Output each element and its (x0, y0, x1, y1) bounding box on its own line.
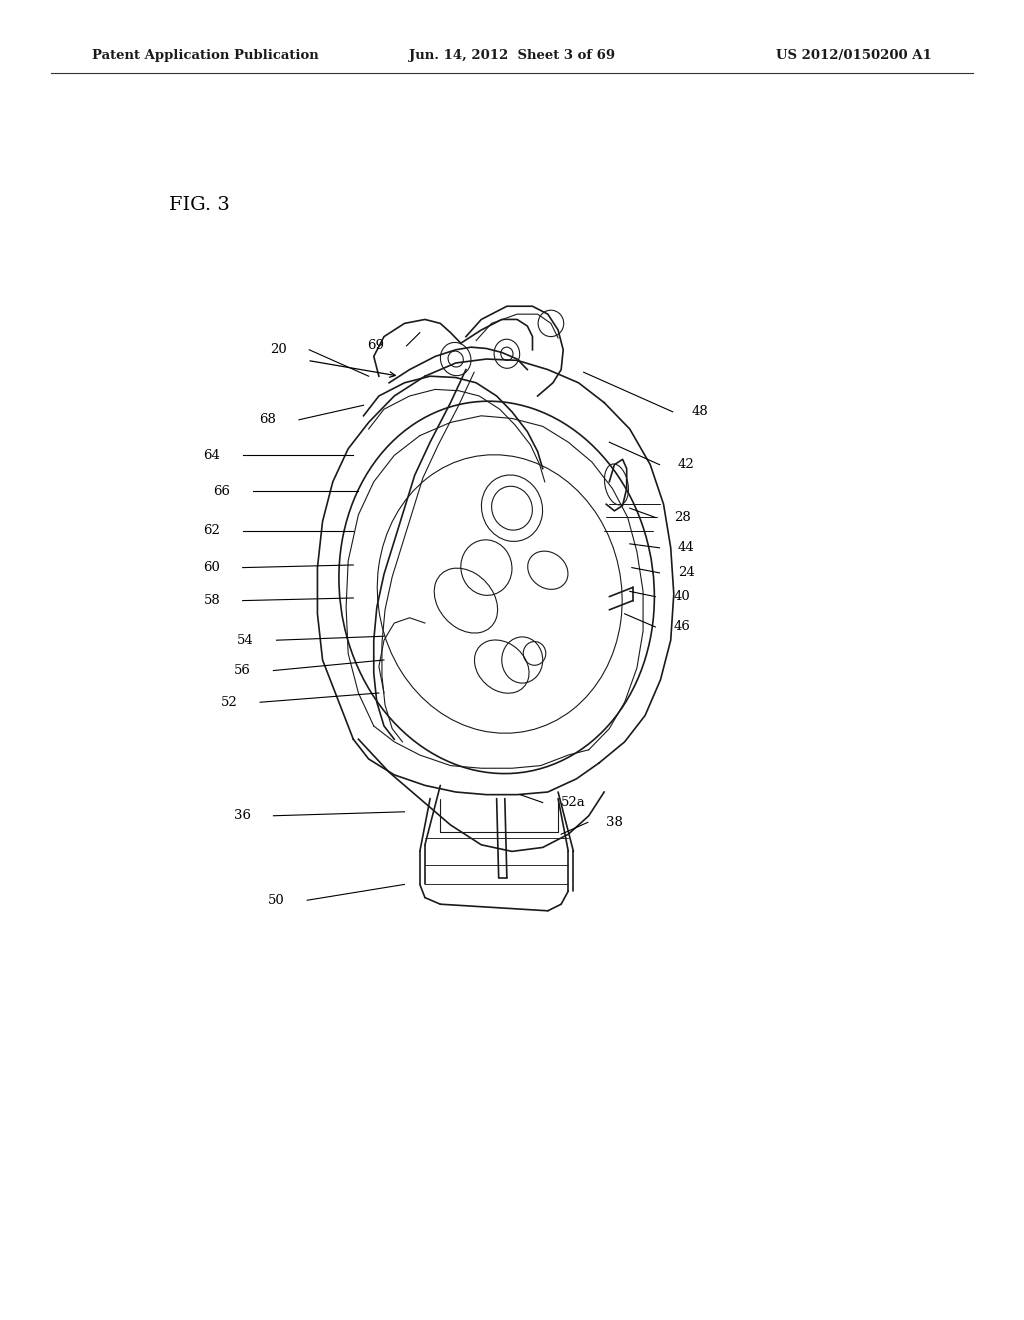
Text: 40: 40 (674, 590, 690, 603)
Text: 42: 42 (678, 458, 694, 471)
Text: 69: 69 (367, 339, 384, 352)
Text: 36: 36 (233, 809, 251, 822)
Text: 58: 58 (204, 594, 220, 607)
Text: 56: 56 (234, 664, 251, 677)
Text: 48: 48 (691, 405, 708, 418)
Text: Jun. 14, 2012  Sheet 3 of 69: Jun. 14, 2012 Sheet 3 of 69 (409, 49, 615, 62)
Text: 52: 52 (221, 696, 238, 709)
Text: 62: 62 (204, 524, 220, 537)
Text: 60: 60 (204, 561, 220, 574)
Text: 46: 46 (674, 620, 690, 634)
Text: US 2012/0150200 A1: US 2012/0150200 A1 (776, 49, 932, 62)
Text: 50: 50 (268, 894, 285, 907)
Text: 24: 24 (678, 566, 694, 579)
Text: 68: 68 (260, 413, 276, 426)
Text: 38: 38 (606, 816, 623, 829)
Text: Patent Application Publication: Patent Application Publication (92, 49, 318, 62)
Text: 44: 44 (678, 541, 694, 554)
Text: 20: 20 (270, 343, 287, 356)
Text: 54: 54 (238, 634, 254, 647)
Text: FIG. 3: FIG. 3 (169, 195, 229, 214)
Text: 52a: 52a (561, 796, 586, 809)
Text: 66: 66 (213, 484, 230, 498)
Text: 28: 28 (674, 511, 690, 524)
Text: 64: 64 (204, 449, 220, 462)
